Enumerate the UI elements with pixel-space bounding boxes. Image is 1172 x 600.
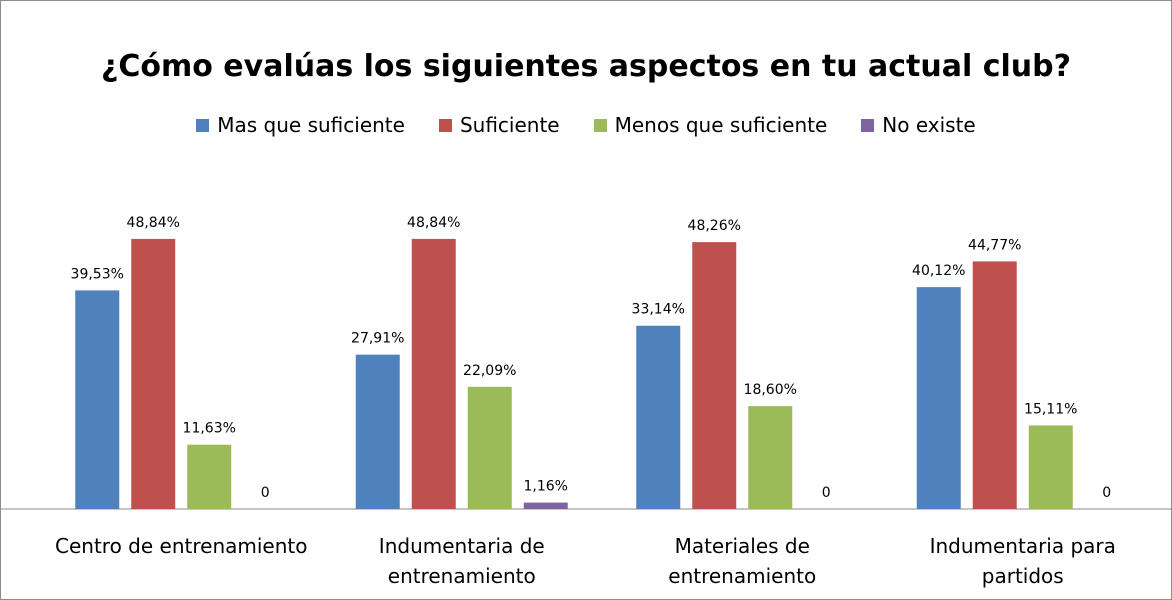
legend: Mas que suficiente Suficiente Menos que su… [1,113,1171,137]
legend-item: Suficiente [438,113,560,137]
legend-label: Suficiente [459,113,560,137]
bar [131,238,176,509]
bar [467,386,512,509]
data-label: 11,63% [183,421,236,437]
legend-item: Mas que suficiente [196,113,405,137]
bar [187,444,232,509]
bar [636,325,681,509]
x-tick-label: Centro de entrenamiento [55,534,308,558]
bar [748,406,793,509]
data-label: 18,60% [744,382,797,398]
bar [692,242,737,509]
bar [355,354,400,509]
data-label: 0 [261,485,270,501]
legend-swatch [196,118,210,132]
data-label: 48,84% [407,215,460,231]
bar [523,502,568,509]
bar [75,290,120,509]
data-label: 44,77% [968,237,1021,253]
bar [1028,425,1073,509]
legend-swatch [593,118,607,132]
data-label: 48,84% [127,215,180,231]
data-label: 1,16% [524,479,568,495]
bar [916,287,961,509]
legend-item: Menos que suficiente [593,113,828,137]
legend-label: No existe [882,113,976,137]
legend-item: No existe [861,113,976,137]
data-label: 39,53% [71,266,124,282]
legend-swatch [438,118,452,132]
data-label: 27,91% [351,331,404,347]
data-label: 33,14% [632,302,685,318]
data-label: 22,09% [463,363,516,379]
data-label: 15,11% [1024,401,1077,417]
x-tick-label: Indumentaria para partidos [929,534,1116,588]
data-label: 0 [1102,485,1111,501]
chart-title: ¿Cómo evalúas los siguientes aspectos en… [100,49,1072,84]
legend-label: Menos que suficiente [614,113,828,137]
x-tick-label: Materiales de entrenamiento [668,534,817,588]
bar [411,238,456,509]
legend-label: Mas que suficiente [217,113,405,137]
bar [972,261,1017,509]
data-label: 40,12% [912,263,965,279]
x-tick-label: Indumentaria de entrenamiento [378,534,545,588]
data-label: 48,26% [688,218,741,234]
legend-swatch [861,118,875,132]
data-label: 0 [822,485,831,501]
